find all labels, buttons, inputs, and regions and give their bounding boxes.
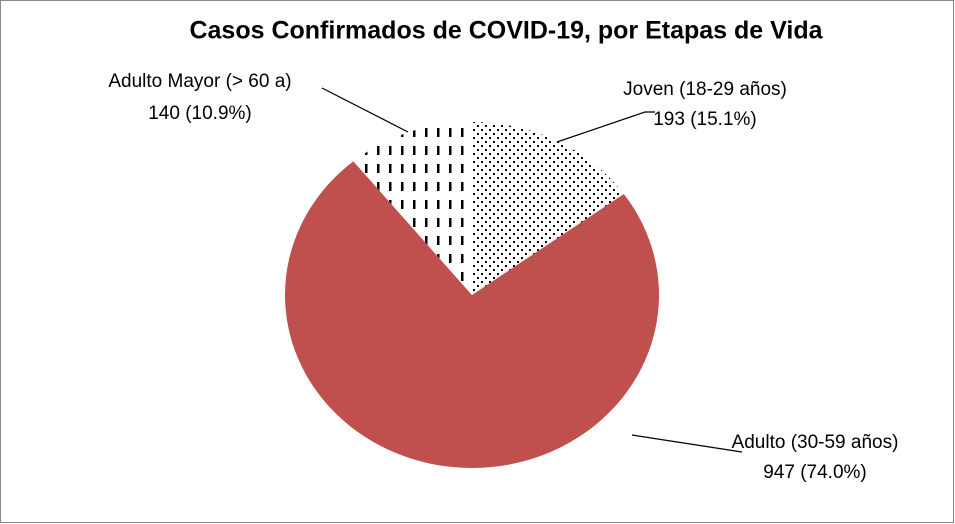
chart-title: Casos Confirmados de COVID-19, por Etapa… (189, 17, 823, 45)
pie-slice (285, 161, 660, 468)
leader-line (631, 434, 743, 453)
slice-label: Adulto Mayor (> 60 a) (108, 71, 291, 92)
leader-line (321, 87, 409, 133)
slice-value-label: 947 (74.0%) (763, 462, 867, 483)
slice-value-label: 193 (15.1%) (653, 109, 757, 130)
pie-slice (472, 122, 624, 295)
slice-value-label: 140 (10.9%) (148, 103, 252, 124)
leader-line (556, 111, 655, 143)
slice-label: Adulto (30-59 años) (732, 432, 899, 453)
pie-slice (353, 122, 472, 295)
slice-label: Joven (18-29 años) (623, 79, 787, 100)
